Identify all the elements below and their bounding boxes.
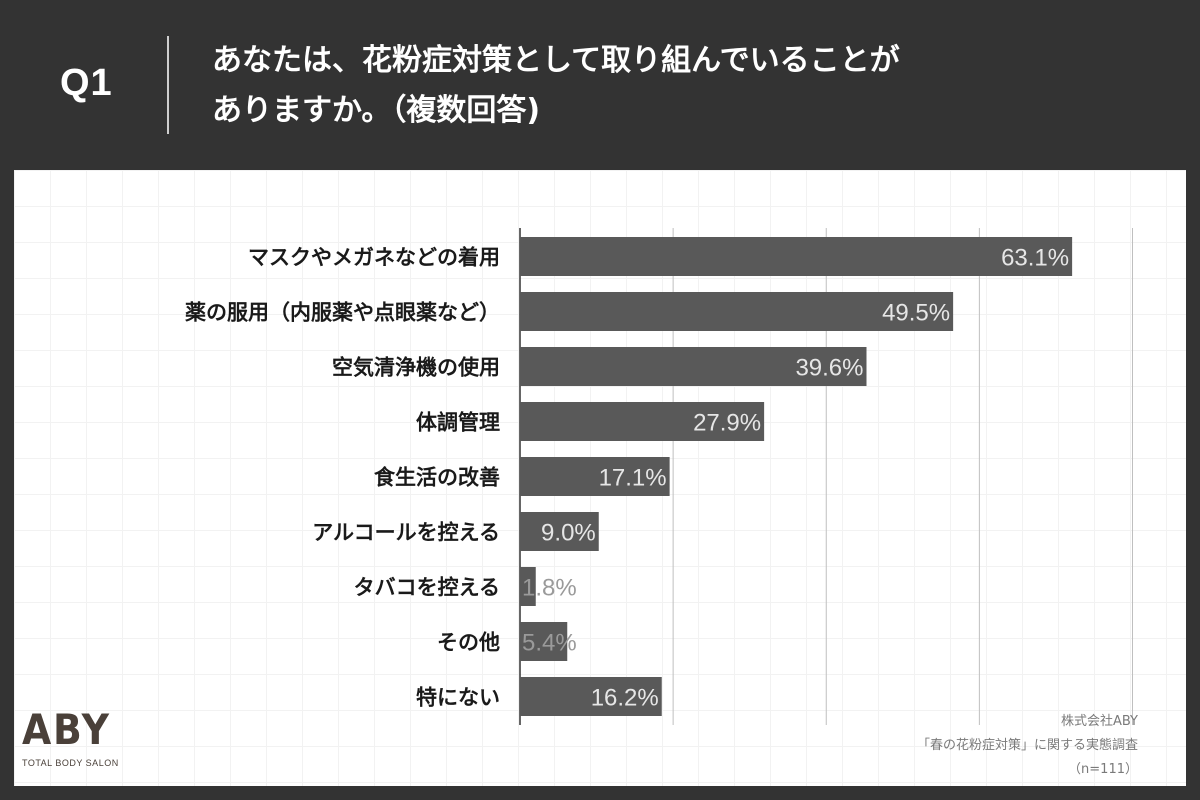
bar xyxy=(520,457,670,496)
source-company: 株式会社ABY xyxy=(1060,714,1138,729)
category-label: 薬の服用（内服薬や点眼薬など） xyxy=(185,301,500,325)
source-survey: 「春の花粉症対策」に関する実態調査 xyxy=(916,738,1138,753)
source-sample: （n=111） xyxy=(1068,762,1138,777)
bar xyxy=(520,347,867,386)
value-label: 9.0% xyxy=(541,520,596,547)
question-number: Q1 xyxy=(60,62,113,104)
category-label: 食生活の改善 xyxy=(374,466,500,490)
value-label: 27.9% xyxy=(693,410,761,437)
category-label: マスクやメガネなどの着用 xyxy=(248,246,500,270)
bar xyxy=(520,512,599,551)
question-line-1: あなたは、花粉症対策として取り組んでいることが xyxy=(212,43,900,78)
logo-mark: ABY xyxy=(22,705,111,754)
value-label: 5.4% xyxy=(522,630,577,657)
category-label: その他 xyxy=(437,631,500,655)
bar xyxy=(520,237,1073,276)
bar xyxy=(520,567,536,606)
aby-logo: ABY TOTAL BODY SALON xyxy=(22,705,132,769)
value-label: 49.5% xyxy=(882,300,950,327)
value-label: 1.8% xyxy=(522,575,577,602)
logo-tagline: TOTAL BODY SALON xyxy=(22,758,119,768)
value-label: 39.6% xyxy=(795,355,863,382)
value-label: 17.1% xyxy=(599,465,667,492)
bar xyxy=(520,622,568,661)
bar xyxy=(520,292,954,331)
header: Q1 あなたは、花粉症対策として取り組んでいることが ありますか。（複数回答) xyxy=(0,0,1200,170)
category-label: 体調管理 xyxy=(416,411,500,435)
category-label: アルコールを控える xyxy=(312,521,500,545)
question-text: あなたは、花粉症対策として取り組んでいることが ありますか。（複数回答) xyxy=(212,36,1112,136)
bar xyxy=(520,677,662,716)
category-label: タバコを控える xyxy=(354,576,500,600)
category-label: 空気清浄機の使用 xyxy=(332,356,500,380)
value-label: 16.2% xyxy=(591,685,659,712)
header-divider xyxy=(167,36,169,134)
question-line-2: ありますか。（複数回答) xyxy=(212,93,541,128)
category-label: 特にない xyxy=(416,686,500,710)
source-note: 株式会社ABY 「春の花粉症対策」に関する実態調査 （n=111） xyxy=(808,710,1138,782)
value-label: 63.1% xyxy=(1001,245,1069,272)
bar xyxy=(520,402,765,441)
